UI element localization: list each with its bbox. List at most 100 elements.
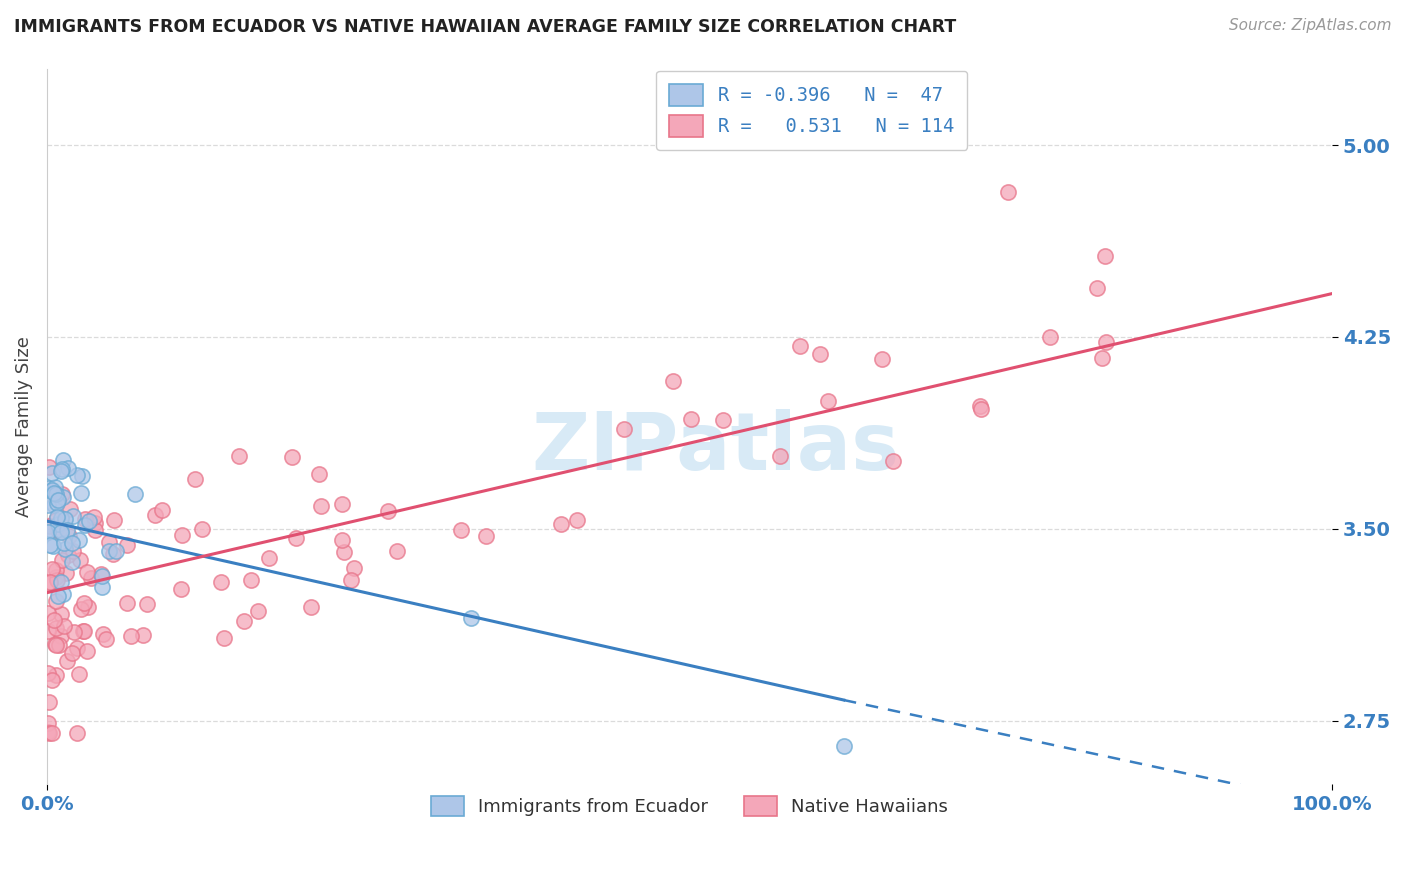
Point — [60, 536, 83, 550]
Point — [46, 517, 69, 532]
Point — [55, 523, 77, 537]
Point — [72, 624, 94, 638]
Point — [969, 399, 991, 413]
Point — [48, 638, 70, 652]
Point — [997, 186, 1019, 200]
Point — [91, 580, 114, 594]
Point — [38, 481, 60, 495]
Point — [882, 453, 904, 467]
Point — [191, 522, 214, 536]
Point — [91, 568, 114, 582]
Point — [45, 487, 67, 501]
Point — [308, 467, 330, 482]
Point — [170, 528, 193, 542]
Point — [1095, 334, 1118, 349]
Point — [340, 573, 363, 587]
Point — [56, 460, 79, 475]
Point — [257, 550, 280, 565]
Point — [105, 543, 128, 558]
Point — [42, 539, 65, 553]
Point — [1085, 281, 1108, 295]
Point — [613, 422, 636, 436]
Point — [67, 533, 90, 547]
Point — [51, 553, 73, 567]
Point — [460, 611, 482, 625]
Point — [63, 625, 86, 640]
Point — [115, 596, 138, 610]
Point — [131, 628, 153, 642]
Point — [59, 502, 82, 516]
Point — [44, 485, 66, 500]
Point — [49, 511, 72, 525]
Point — [98, 534, 121, 549]
Point — [247, 604, 270, 618]
Point — [37, 624, 59, 639]
Point — [80, 571, 103, 585]
Point — [91, 627, 114, 641]
Point — [385, 543, 408, 558]
Point — [681, 412, 703, 426]
Point — [70, 602, 93, 616]
Point — [228, 449, 250, 463]
Text: Source: ZipAtlas.com: Source: ZipAtlas.com — [1229, 18, 1392, 33]
Point — [55, 654, 77, 668]
Point — [84, 516, 107, 530]
Point — [49, 524, 72, 538]
Point — [76, 565, 98, 579]
Point — [66, 467, 89, 482]
Point — [299, 599, 322, 614]
Point — [73, 517, 96, 532]
Point — [769, 449, 792, 463]
Point — [184, 472, 207, 486]
Point — [69, 553, 91, 567]
Point — [38, 695, 60, 709]
Point — [49, 525, 72, 540]
Point — [37, 525, 59, 540]
Point — [209, 575, 232, 590]
Point — [77, 515, 100, 529]
Point — [567, 513, 589, 527]
Point — [143, 508, 166, 522]
Point — [38, 519, 60, 533]
Point — [45, 570, 67, 584]
Point — [97, 544, 120, 558]
Point — [53, 512, 76, 526]
Point — [550, 517, 572, 532]
Point — [51, 490, 73, 504]
Point — [48, 524, 70, 538]
Point — [309, 500, 332, 514]
Point — [49, 607, 72, 621]
Point — [808, 346, 831, 360]
Point — [52, 618, 75, 632]
Point — [232, 614, 254, 628]
Point — [66, 640, 89, 655]
Point — [170, 582, 193, 596]
Point — [45, 594, 67, 608]
Text: ZIPatlas: ZIPatlas — [531, 409, 900, 487]
Point — [1090, 351, 1112, 365]
Point — [817, 394, 839, 409]
Point — [45, 668, 67, 682]
Point — [39, 575, 62, 590]
Point — [1094, 249, 1116, 263]
Point — [52, 587, 75, 601]
Point — [41, 483, 63, 498]
Point — [62, 543, 84, 558]
Point — [56, 549, 79, 563]
Point — [136, 597, 159, 611]
Point — [42, 498, 65, 512]
Point — [62, 646, 84, 660]
Point — [46, 573, 69, 587]
Point — [44, 637, 66, 651]
Point — [72, 624, 94, 639]
Point — [42, 613, 65, 627]
Point — [41, 673, 63, 687]
Point — [970, 402, 993, 417]
Point — [46, 496, 69, 510]
Point — [240, 574, 263, 588]
Point — [51, 575, 73, 590]
Point — [38, 576, 60, 591]
Point — [45, 621, 67, 635]
Point — [53, 536, 76, 550]
Point — [49, 629, 72, 643]
